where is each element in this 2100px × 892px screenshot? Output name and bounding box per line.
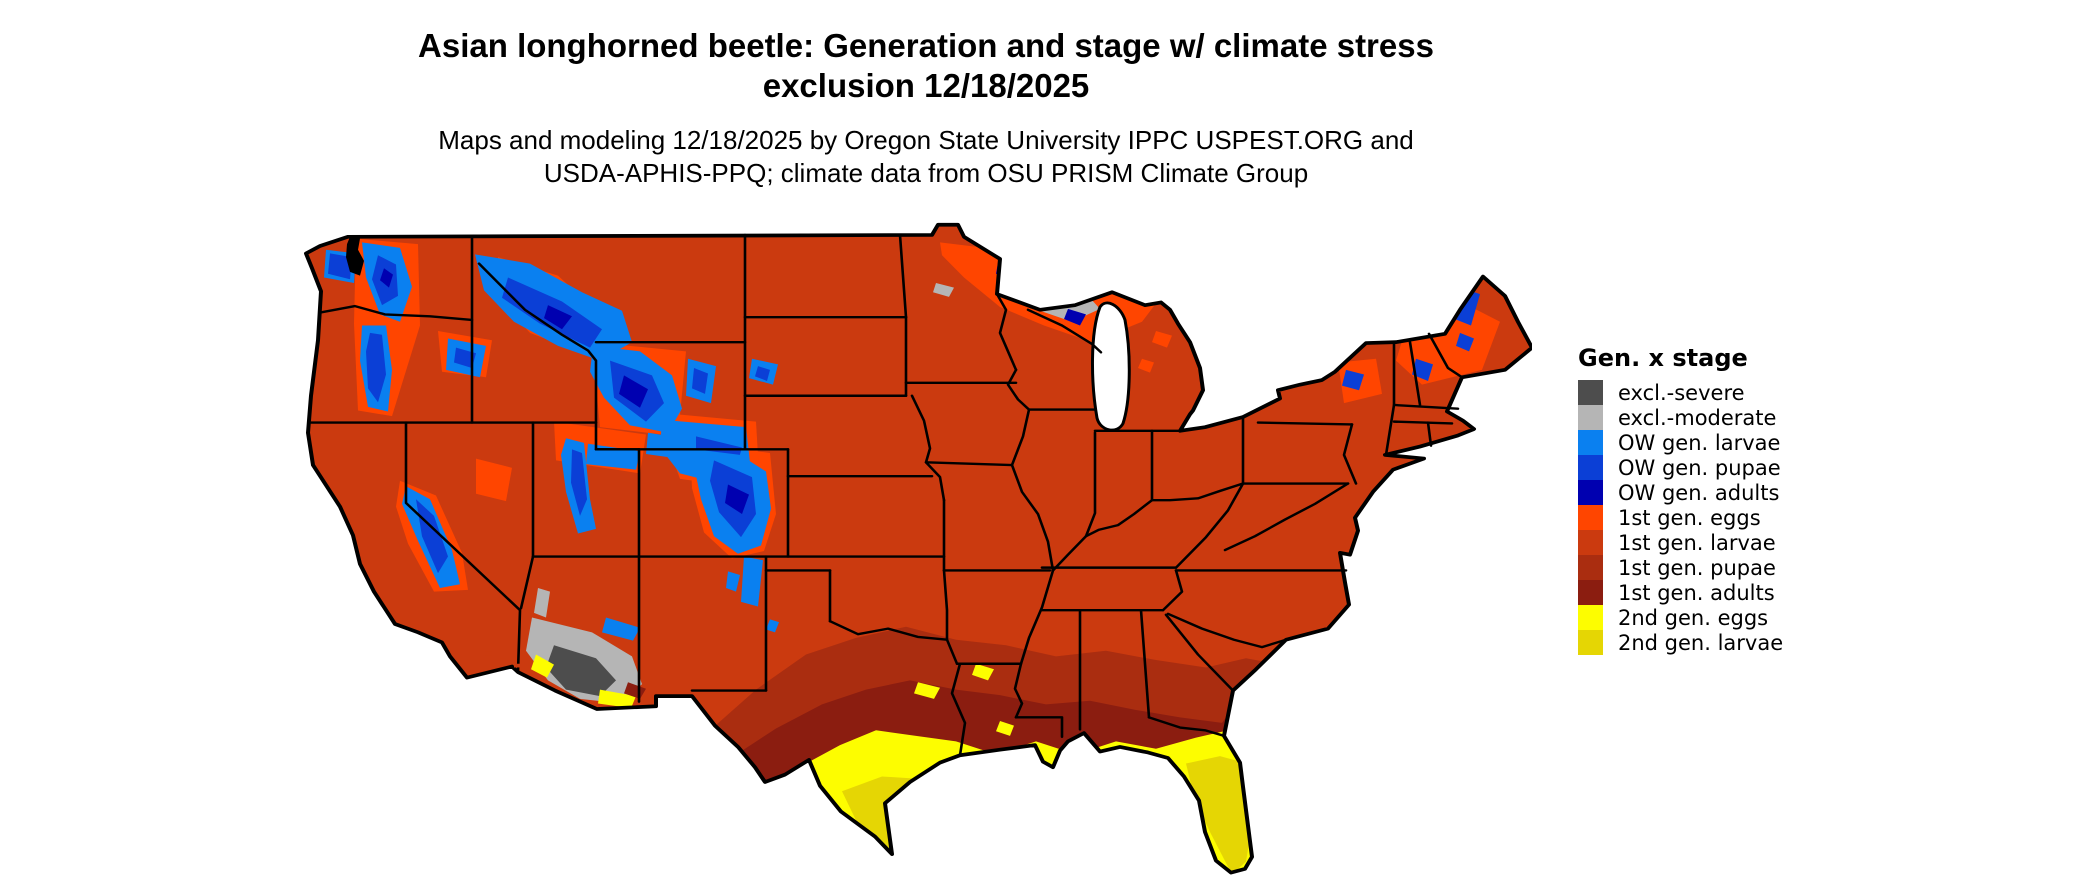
legend-item: OW gen. adults: [1578, 480, 1838, 505]
map-outline: [304, 222, 1532, 875]
legend-item-label: OW gen. pupae: [1618, 455, 1781, 480]
legend-item-label: OW gen. adults: [1618, 480, 1780, 505]
legend-item-label: 1st gen. adults: [1618, 580, 1775, 605]
legend-swatch: [1578, 505, 1603, 530]
legend: Gen. x stage excl.-severe excl.-moderate O…: [1578, 344, 1838, 655]
legend-swatch: [1578, 555, 1603, 580]
page-subtitle-line2: USDA-APHIS-PPQ; climate data from OSU PR…: [543, 158, 1309, 188]
legend-item-label: 1st gen. larvae: [1618, 530, 1776, 555]
legend-swatch: [1578, 530, 1603, 555]
legend-item-label: 2nd gen. eggs: [1618, 605, 1769, 630]
region-ow-blues: [324, 242, 1480, 641]
page-title-line1: Asian longhorned beetle: Generation and …: [418, 27, 1434, 64]
legend-swatch: [1578, 630, 1603, 655]
legend-item: 1st gen. adults: [1578, 580, 1838, 605]
legend-swatch: [1578, 380, 1603, 405]
legend-item-label: excl.-severe: [1618, 380, 1745, 405]
us-map: [300, 222, 1532, 880]
legend-item-label: OW gen. larvae: [1618, 430, 1781, 455]
legend-item: 1st gen. pupae: [1578, 555, 1838, 580]
region-az-fringe: [531, 654, 646, 709]
legend-item: 2nd gen. eggs: [1578, 605, 1838, 630]
legend-item: 2nd gen. larvae: [1578, 630, 1838, 655]
legend-swatch: [1578, 605, 1603, 630]
page-title-line2: exclusion 12/18/2025: [762, 67, 1090, 104]
legend-swatch: [1578, 405, 1603, 430]
channel-islands: [485, 651, 520, 668]
legend-item: OW gen. larvae: [1578, 430, 1838, 455]
puget-sound: [346, 236, 364, 276]
us-map-svg: [304, 222, 1532, 875]
page-subtitle: Maps and modeling 12/18/2025 by Oregon S…: [0, 124, 1852, 190]
legend-items: excl.-severe excl.-moderate OW gen. larvae…: [1578, 380, 1838, 655]
legend-item-label: 1st gen. pupae: [1618, 555, 1776, 580]
legend-swatch: [1578, 455, 1603, 480]
legend-item: excl.-severe: [1578, 380, 1838, 405]
page-subtitle-line1: Maps and modeling 12/18/2025 by Oregon S…: [438, 125, 1414, 155]
lake-michigan: [1090, 301, 1131, 432]
figure-header: Asian longhorned beetle: Generation and …: [0, 26, 1852, 190]
legend-swatch: [1578, 430, 1603, 455]
region-yellow-specks: [914, 663, 1014, 736]
state-borders: [309, 233, 1464, 757]
legend-item: excl.-moderate: [1578, 405, 1838, 430]
legend-item-label: excl.-moderate: [1618, 405, 1777, 430]
legend-title: Gen. x stage: [1578, 344, 1748, 372]
legend-swatch: [1578, 480, 1603, 505]
legend-item: OW gen. pupae: [1578, 455, 1838, 480]
legend-item: 1st gen. eggs: [1578, 505, 1838, 530]
legend-item-label: 2nd gen. larvae: [1618, 630, 1784, 655]
legend-swatch: [1578, 580, 1603, 605]
legend-item-label: 1st gen. eggs: [1618, 505, 1761, 530]
legend-item: 1st gen. larvae: [1578, 530, 1838, 555]
